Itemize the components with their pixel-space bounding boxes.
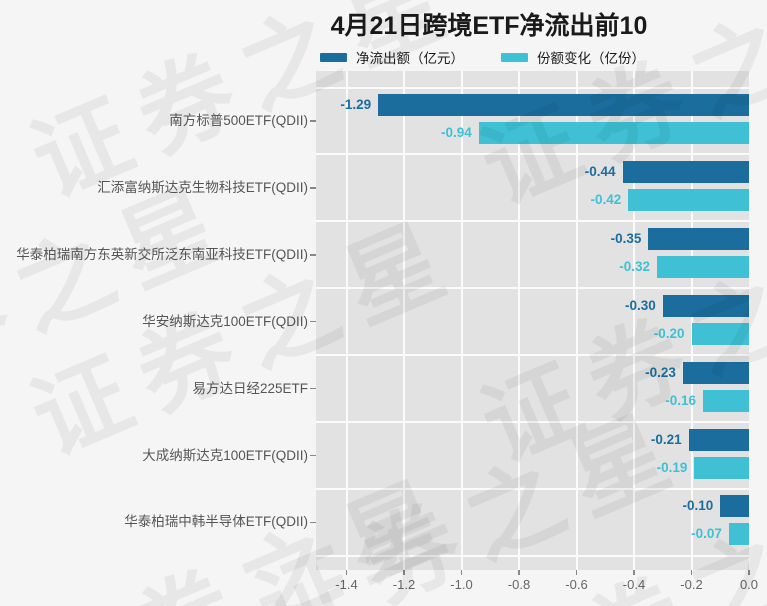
x-tick-mark: [748, 570, 750, 575]
gridline-vertical: [575, 71, 578, 570]
x-tick-label: -0.4: [622, 577, 646, 592]
bar-value-label: -0.32: [619, 258, 650, 274]
bar-share-change: [728, 523, 749, 546]
gridline-vertical: [345, 71, 348, 570]
bar-share-change: [478, 122, 749, 144]
x-tick-label: -0.8: [507, 577, 531, 592]
bar-net-outflow: [682, 361, 749, 384]
category-label: 华泰柏瑞中韩半导体ETF(QDII): [124, 514, 308, 530]
plot-area: -1.29 -0.94 -0.44 -0.42 -0.35 -0.32 -0.30 -0.20…: [316, 71, 749, 570]
bar-net-outflow: [622, 160, 749, 183]
x-tick-mark: [690, 570, 693, 575]
gridline-horizontal: [316, 554, 749, 557]
category-label: 南方标普500ETF(QDII): [169, 113, 308, 128]
bar-value-label: -1.29: [340, 97, 372, 112]
bar-share-change: [694, 456, 749, 479]
bar-value-label: -0.10: [682, 498, 714, 514]
bar-value-label: -0.30: [624, 297, 656, 313]
gridline-horizontal: [316, 86, 749, 89]
bar-net-outflow: [378, 94, 749, 116]
bar-value-label: -0.07: [691, 526, 722, 542]
bar-value-label: -0.20: [653, 325, 685, 341]
x-tick-mark: [575, 570, 578, 575]
bar-value-label: -0.21: [650, 431, 682, 447]
gridline-horizontal: [316, 220, 749, 223]
bar-net-outflow: [662, 294, 749, 317]
legend-item: 份额变化（亿份）: [501, 48, 645, 66]
gridline-vertical: [518, 71, 520, 570]
y-tick-mark: [310, 254, 316, 256]
gridline-horizontal: [316, 487, 749, 490]
y-tick-mark: [310, 521, 316, 524]
y-tick-mark: [310, 187, 316, 189]
legend-label: 净流出额（亿元）: [356, 51, 464, 66]
x-tick-mark: [403, 570, 405, 575]
y-tick-mark: [310, 387, 316, 390]
bar-share-change: [657, 255, 749, 278]
gridline-horizontal: [316, 421, 749, 423]
x-tick-label: -0.2: [680, 577, 703, 592]
bar-value-label: -0.44: [584, 163, 616, 179]
bar-value-label: -0.35: [610, 230, 642, 246]
category-label: 易方达日经225ETF: [192, 380, 308, 396]
x-tick-label: -1.4: [335, 577, 358, 592]
gridline-vertical: [403, 71, 405, 570]
x-tick-mark: [633, 570, 635, 575]
category-label: 华泰柏瑞南方东英新交所泛东南亚科技ETF(QDII): [16, 246, 308, 262]
x-tick-mark: [518, 570, 520, 575]
gridline-vertical: [690, 71, 693, 570]
y-tick-mark: [310, 320, 316, 323]
category-label: 华安纳斯达克100ETF(QDII): [142, 313, 308, 329]
bar-net-outflow: [688, 428, 749, 451]
bar-value-label: -0.19: [656, 459, 688, 475]
bar-value-label: -0.42: [590, 191, 622, 207]
y-tick-mark: [310, 120, 316, 122]
x-tick-mark: [345, 570, 348, 575]
chart-title: 4月21日跨境ETF净流出前10: [330, 12, 648, 40]
legend-item: 净流出额（亿元）: [320, 48, 464, 66]
category-label: 汇添富纳斯达克生物科技ETF(QDII): [97, 179, 308, 195]
category-label: 大成纳斯达克100ETF(QDII): [142, 447, 308, 463]
x-tick-label: -1.0: [450, 577, 473, 592]
y-tick-mark: [310, 454, 316, 457]
bar-value-label: -0.94: [440, 125, 472, 140]
bar-share-change: [628, 188, 749, 211]
legend-label: 份额变化（亿份）: [537, 51, 645, 66]
x-tick-label: -0.6: [565, 577, 588, 592]
gridline-horizontal: [316, 153, 749, 156]
x-tick-mark: [460, 570, 463, 575]
gridline-vertical: [460, 71, 463, 570]
legend: 净流出额（亿元） 份额变化（亿份）: [0, 0, 767, 70]
gridline-horizontal: [316, 287, 749, 290]
x-tick-label: 0.0: [739, 577, 759, 592]
gridline-horizontal: [316, 354, 749, 357]
bar-value-label: -0.16: [665, 392, 696, 408]
bar-share-change: [691, 322, 749, 345]
legend-swatch-icon: [501, 52, 528, 62]
bar-value-label: -0.23: [645, 364, 676, 380]
bar-share-change: [703, 389, 749, 412]
legend-swatch-icon: [320, 52, 347, 62]
bar-net-outflow: [648, 227, 749, 250]
gridline-vertical: [633, 71, 635, 570]
bar-net-outflow: [720, 495, 749, 518]
x-tick-label: -1.2: [392, 577, 416, 592]
